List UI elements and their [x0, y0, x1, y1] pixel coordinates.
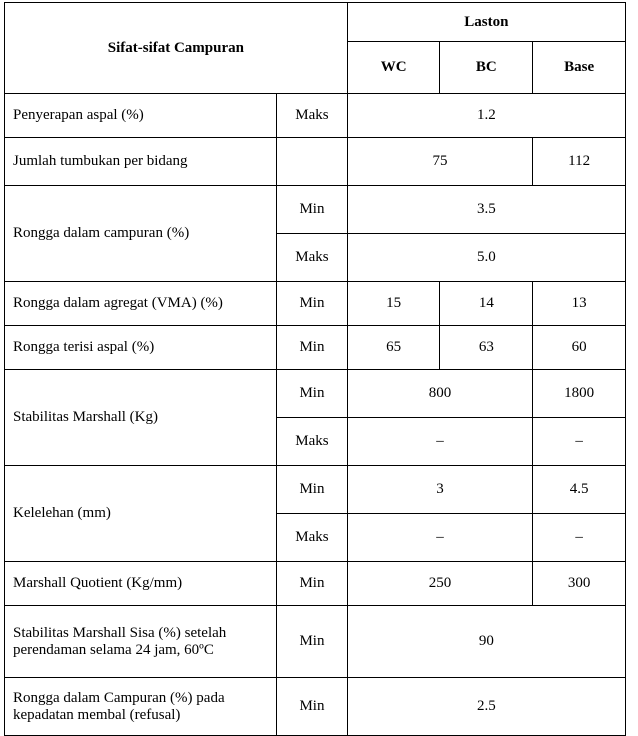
row-limit: Maks	[277, 418, 348, 466]
row-label: Stabilitas Marshall (Kg)	[5, 370, 277, 466]
row-label: Rongga terisi aspal (%)	[5, 326, 277, 370]
row-label: Rongga dalam campuran (%)	[5, 186, 277, 282]
row-limit: Min	[277, 186, 348, 234]
row-value: –	[347, 418, 532, 466]
row-limit: Maks	[277, 514, 348, 562]
row-value: 3	[347, 466, 532, 514]
row-value: 300	[533, 562, 626, 606]
row-limit: Maks	[277, 234, 348, 282]
header-wc: WC	[347, 42, 440, 94]
row-limit: Min	[277, 606, 348, 678]
header-base: Base	[533, 42, 626, 94]
row-value: 112	[533, 138, 626, 186]
row-limit: Min	[277, 678, 348, 736]
row-label: Rongga dalam Campuran (%) pada kepadatan…	[5, 678, 277, 736]
row-value: 250	[347, 562, 532, 606]
row-label: Rongga dalam agregat (VMA) (%)	[5, 282, 277, 326]
spec-table: Sifat-sifat Campuran Laston WC BC Base P…	[4, 2, 626, 736]
row-value: –	[533, 514, 626, 562]
row-value: 3.5	[347, 186, 625, 234]
row-limit	[277, 138, 348, 186]
row-value: 14	[440, 282, 533, 326]
row-limit: Min	[277, 370, 348, 418]
row-value: 15	[347, 282, 440, 326]
header-bc: BC	[440, 42, 533, 94]
row-value: 75	[347, 138, 532, 186]
row-value: 90	[347, 606, 625, 678]
row-value: –	[533, 418, 626, 466]
row-limit: Min	[277, 282, 348, 326]
row-limit: Min	[277, 562, 348, 606]
row-value: 1800	[533, 370, 626, 418]
row-limit: Min	[277, 326, 348, 370]
row-label: Stabilitas Marshall Sisa (%) setelah per…	[5, 606, 277, 678]
row-value: 65	[347, 326, 440, 370]
row-value: 4.5	[533, 466, 626, 514]
row-label: Penyerapan aspal (%)	[5, 94, 277, 138]
row-value: 1.2	[347, 94, 625, 138]
row-limit: Maks	[277, 94, 348, 138]
row-label: Marshall Quotient (Kg/mm)	[5, 562, 277, 606]
row-label: Kelelehan (mm)	[5, 466, 277, 562]
row-label: Jumlah tumbukan per bidang	[5, 138, 277, 186]
row-value: 5.0	[347, 234, 625, 282]
row-limit: Min	[277, 466, 348, 514]
row-value: 13	[533, 282, 626, 326]
row-value: –	[347, 514, 532, 562]
header-group: Laston	[347, 3, 625, 42]
row-value: 800	[347, 370, 532, 418]
row-value: 2.5	[347, 678, 625, 736]
row-value: 60	[533, 326, 626, 370]
header-prop: Sifat-sifat Campuran	[5, 3, 348, 94]
row-value: 63	[440, 326, 533, 370]
